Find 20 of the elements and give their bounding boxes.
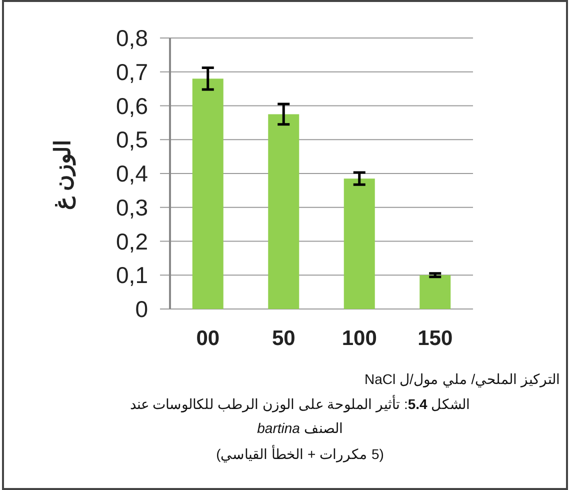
bar [268, 114, 300, 309]
text: (5 مكررات + الخطأ القياسي) [216, 444, 384, 463]
x-axis-title: التركيز الملحي/ ملي مول/ل NaCl [364, 371, 560, 388]
bar [420, 275, 451, 309]
y-tick-label: 0,2 [116, 228, 148, 254]
y-tick-label: 0,3 [116, 194, 148, 220]
x-tick-label: 00 [196, 327, 220, 350]
y-tick-label: 0,6 [116, 92, 148, 119]
x-tick-label: 150 [418, 327, 453, 350]
bar [192, 78, 224, 309]
y-tick-label: 0,1 [116, 262, 148, 288]
y-tick-label: 0,8 [116, 25, 148, 51]
y-tick-label: 0 [135, 296, 148, 322]
y-tick-label: 0,7 [116, 58, 148, 85]
x-tick-label: 50 [272, 327, 296, 350]
x-tick-label: 100 [342, 327, 377, 350]
bar [344, 178, 375, 309]
y-tick-label: 0,5 [116, 126, 148, 153]
y-axis-title: الوزن غ [50, 140, 76, 210]
y-tick-label: 0,4 [116, 160, 148, 186]
